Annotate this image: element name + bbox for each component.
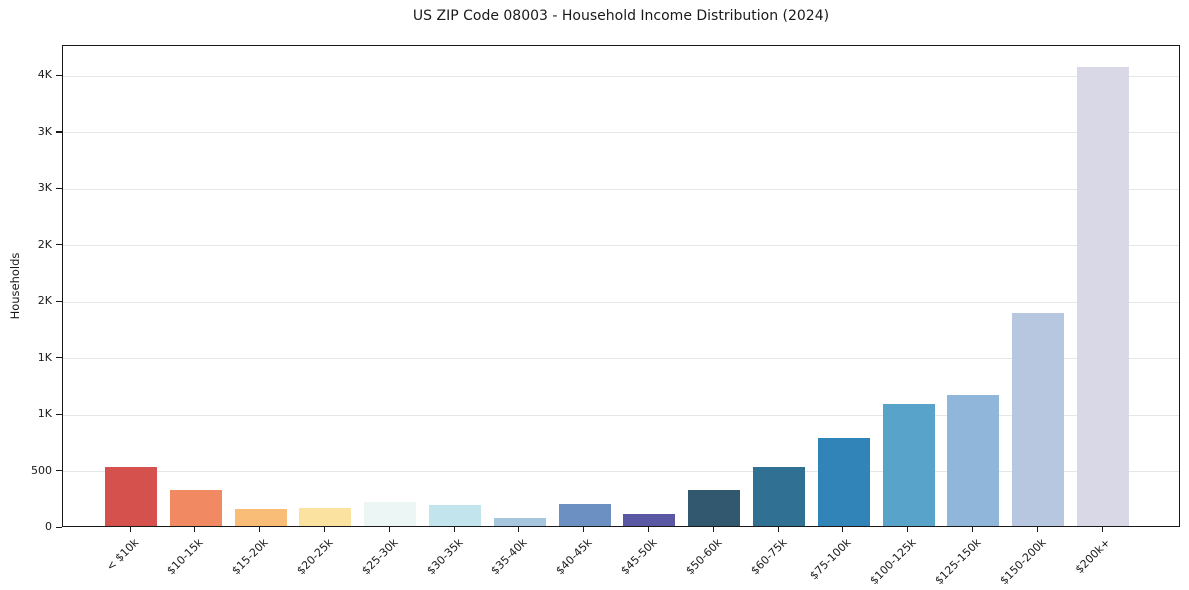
y-tick-label: 4K — [37, 68, 52, 82]
x-tick-mark — [1101, 527, 1103, 532]
bar-75-100k — [817, 437, 870, 526]
y-tick-label: 1K — [37, 350, 52, 364]
y-tick-mark — [56, 470, 62, 472]
gridline — [63, 132, 1179, 134]
gridline — [63, 301, 1179, 303]
chart-title: US ZIP Code 08003 - Household Income Dis… — [412, 8, 830, 24]
y-tick-label: 2K — [37, 294, 52, 308]
y-tick-label: 1K — [37, 407, 52, 421]
x-tick-label: $50-60k — [683, 536, 725, 578]
gridline — [63, 358, 1179, 360]
x-tick-label: $15-20k — [229, 536, 271, 578]
x-tick-mark — [518, 527, 520, 532]
bar-30-35k — [429, 505, 481, 526]
x-tick-mark — [1036, 527, 1038, 532]
x-tick-mark — [712, 527, 714, 532]
gridline — [63, 471, 1179, 473]
y-tick-label: 3K — [37, 181, 52, 195]
bar-10-15k — [169, 490, 222, 526]
x-tick-label: $150-200k — [997, 536, 1049, 588]
x-tick-label: $20-25k — [294, 536, 336, 578]
y-tick-label: 3K — [37, 124, 52, 138]
bar-150-200k — [1012, 312, 1065, 526]
x-tick-mark — [971, 527, 974, 532]
y-tick-mark — [56, 131, 62, 133]
x-tick-mark — [129, 527, 131, 532]
x-tick-label: $35-40k — [488, 536, 531, 578]
x-tick-mark — [777, 527, 779, 532]
x-tick-mark — [388, 527, 390, 532]
bar-50-60k — [688, 490, 741, 526]
gridline — [63, 188, 1179, 190]
bar-100-125k — [882, 404, 935, 526]
y-tick-mark — [56, 74, 62, 77]
plot-area — [62, 45, 1180, 527]
y-tick-mark — [56, 413, 62, 415]
x-tick-label: $10-15k — [164, 536, 207, 578]
gridline — [63, 245, 1179, 247]
x-tick-mark — [323, 527, 326, 532]
y-tick-mark — [56, 357, 62, 359]
x-tick-label: $40-45k — [553, 536, 595, 578]
bar-20-25k — [299, 507, 352, 526]
y-tick-label: 0 — [45, 520, 52, 533]
x-tick-mark — [194, 527, 196, 532]
x-tick-label: $100-125k — [867, 536, 919, 588]
x-tick-label: $75-100k — [807, 536, 855, 583]
x-tick-mark — [259, 527, 261, 532]
x-tick-mark — [583, 527, 585, 532]
x-tick-mark — [842, 527, 844, 532]
bar-35-40k — [493, 517, 546, 526]
y-tick-label: 2K — [37, 237, 52, 251]
x-tick-mark — [647, 527, 650, 532]
x-tick-label: $30-35k — [423, 536, 466, 578]
x-tick-label: $45-50k — [618, 536, 660, 578]
bar-200k — [1077, 66, 1129, 526]
bar-15-20k — [234, 508, 287, 526]
x-tick-label: $200k+ — [1073, 536, 1114, 577]
gridline — [63, 414, 1179, 416]
x-tick-mark — [907, 527, 909, 532]
x-tick-label: $25-30k — [359, 536, 401, 578]
y-tick-mark — [56, 187, 62, 190]
y-axis-label: Households — [8, 252, 22, 320]
y-tick-mark — [56, 300, 62, 302]
bar-40-45k — [558, 504, 611, 526]
bar-10k — [105, 467, 157, 526]
x-tick-label: $60-75k — [747, 536, 790, 578]
y-tick-mark — [56, 526, 62, 528]
bar-25-30k — [364, 501, 417, 526]
bar-45-50k — [623, 514, 676, 526]
x-tick-label: < $10k — [103, 536, 142, 574]
x-tick-label: $125-150k — [932, 536, 984, 588]
y-tick-label: 500 — [31, 463, 52, 477]
bar-125-150k — [947, 395, 1000, 526]
bar-60-75k — [753, 466, 805, 526]
y-tick-mark — [56, 244, 62, 246]
gridline — [63, 75, 1179, 77]
x-tick-mark — [453, 527, 455, 532]
